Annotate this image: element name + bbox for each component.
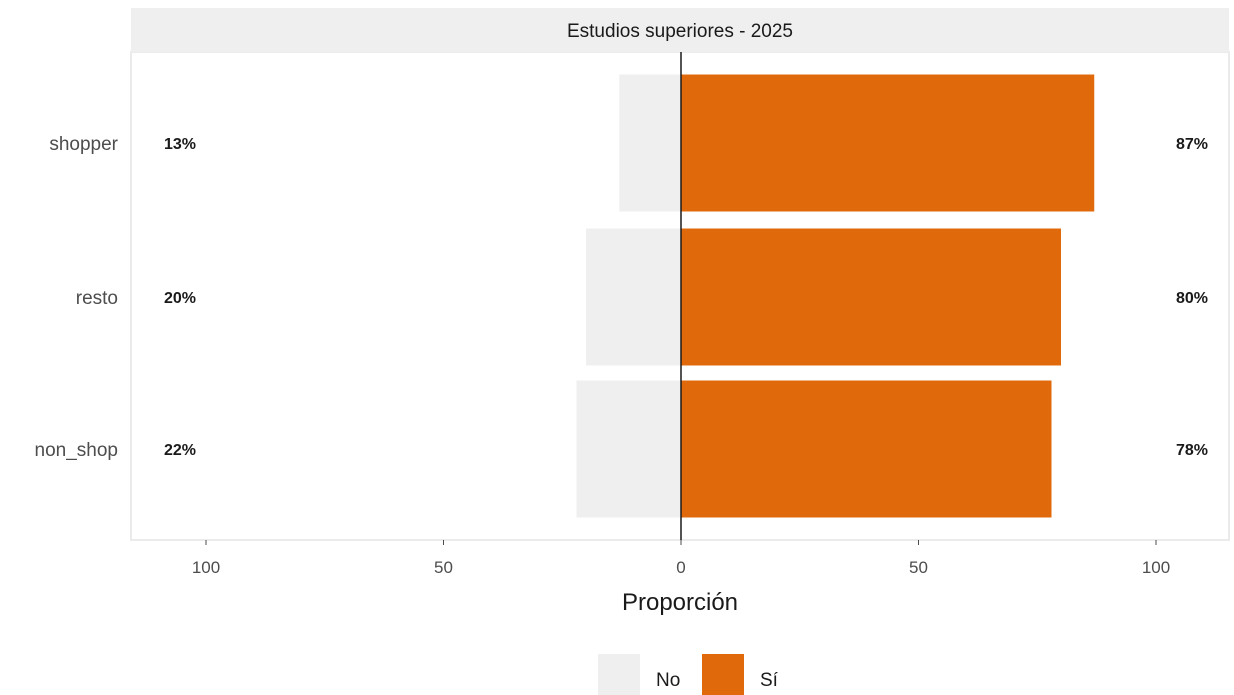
bar-no-non_shop bbox=[576, 380, 681, 518]
legend-key-no bbox=[598, 654, 640, 695]
label-no-shopper: 13% bbox=[164, 136, 196, 153]
x-tick-label: 50 bbox=[909, 558, 928, 577]
bar-si-shopper bbox=[681, 74, 1095, 212]
legend-key-si bbox=[702, 654, 744, 695]
label-si-resto: 80% bbox=[1176, 290, 1208, 307]
bar-si-non_shop bbox=[681, 380, 1052, 518]
bar-no-resto bbox=[586, 228, 681, 366]
x-axis-title: Proporción bbox=[622, 589, 738, 616]
label-no-non_shop: 22% bbox=[164, 442, 196, 459]
label-no-resto: 20% bbox=[164, 290, 196, 307]
x-axis-ticks: 100 50 0 50 100 bbox=[192, 540, 1170, 577]
x-tick-label: 0 bbox=[676, 558, 685, 577]
x-tick-label: 100 bbox=[1142, 558, 1170, 577]
category-label-non_shop: non_shop bbox=[35, 440, 118, 461]
category-labels: shopper resto non_shop bbox=[35, 134, 119, 461]
legend-label-si: Sí bbox=[760, 670, 779, 691]
legend: No Sí bbox=[598, 654, 779, 695]
label-si-non_shop: 78% bbox=[1176, 442, 1208, 459]
x-tick-label: 50 bbox=[434, 558, 453, 577]
legend-label-no: No bbox=[656, 670, 680, 691]
category-label-resto: resto bbox=[76, 288, 118, 309]
x-tick-label: 100 bbox=[192, 558, 220, 577]
bar-no-shopper bbox=[619, 74, 681, 212]
bars-layer bbox=[576, 74, 1095, 518]
facet-strip-title: Estudios superiores - 2025 bbox=[567, 21, 793, 42]
label-si-shopper: 87% bbox=[1176, 136, 1208, 153]
facet-strip bbox=[131, 8, 1229, 52]
category-label-shopper: shopper bbox=[49, 134, 118, 155]
percent-labels: 13% 87% 20% 80% 22% 78% bbox=[164, 136, 1208, 459]
bar-si-resto bbox=[681, 228, 1061, 366]
